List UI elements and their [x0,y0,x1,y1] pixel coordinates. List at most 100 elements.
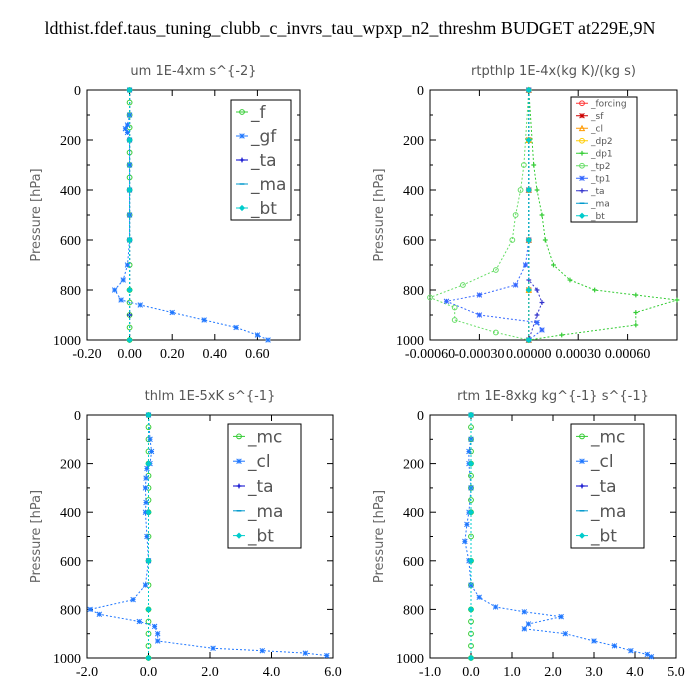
y-tick-label: 200 [403,458,424,473]
data-point [443,298,450,305]
legend-label: _forcing [590,99,627,109]
page-title: ldthist.fdef.taus_tuning_clubb_c_invrs_t… [44,18,655,38]
data-point [145,654,152,662]
series_bt [467,411,475,662]
data-point [628,647,634,654]
panel-1: um 1E-4xm s^{-2} Pressure [hPa] 0 200 400 600… [29,64,301,362]
data-point [126,186,133,194]
data-point [492,329,499,336]
y-tick-label: 0 [417,409,424,424]
data-point [467,411,475,419]
data-point [534,287,540,293]
panel-title: thlm 1E-5xK s^{-1} [145,389,276,404]
legend-marker [239,109,245,115]
x-tick-label: 4.0 [263,665,281,680]
data-point [567,277,573,283]
data-point [531,162,537,168]
data-point [145,509,152,516]
legend-marker [578,212,586,219]
data-point [118,297,124,303]
legend-label: _ma [590,502,626,522]
data-point [467,460,475,467]
data-point [525,621,532,627]
x-tick-label: 1.0 [503,665,521,680]
data-point [124,122,131,128]
legend-label: _gf [250,127,277,147]
y-tick-label: 800 [403,603,424,618]
legend: _mc _cl _ta _ma _bt [570,423,645,549]
data-point [144,533,150,540]
y-tick-label: 1000 [396,334,424,349]
x-tick-label: 0.60 [245,347,270,362]
legend-marker [236,483,242,489]
y-tick-label: 200 [60,458,81,473]
data-point [96,611,103,618]
data-point [467,654,475,662]
data-point [302,650,309,656]
data-point [142,485,149,491]
data-point [111,287,118,293]
x-tick-label: 2.0 [544,665,562,680]
legend-label: _ta [247,477,274,497]
legend-label: _tp1 [590,174,610,184]
legend-marker [236,458,242,464]
legend-label: _mc [247,427,282,447]
y-tick-label: 800 [60,284,81,299]
data-point [151,623,158,630]
x-tick-label: 2.0 [201,665,219,680]
data-point [124,262,131,268]
data-point [521,609,528,615]
data-point [259,647,266,654]
legend-marker [578,532,586,539]
data-point [512,282,519,288]
data-point [467,606,475,613]
legend-label: _bt [590,527,617,547]
data-point [633,292,639,298]
data-point [468,533,474,540]
data-point [551,262,556,268]
data-point [611,643,618,649]
series_bt [145,411,152,662]
data-point [633,310,639,315]
y-tick-label: 400 [403,184,424,199]
legend-marker [579,150,585,156]
data-point [558,613,564,620]
legend-label: _cl [247,452,271,472]
panel-2: rtpthlp 1E-4x(kg K)/(kg s) Pressure [hPa]… [372,64,680,362]
data-point [525,86,532,94]
x-tick-label: 0.00 [117,347,142,362]
plot-frame [429,89,678,341]
data-point [154,638,161,644]
data-point [644,651,651,658]
legend-marker [238,204,246,212]
series_bt [525,86,532,344]
data-point [562,630,569,637]
data-point [542,237,548,243]
data-point [126,236,133,244]
data-point [126,99,133,106]
y-axis-label: Pressure [hPa] [372,168,387,261]
series_bt [126,86,133,344]
data-point [539,327,545,333]
legend-label: _ma [247,502,283,522]
series-line [444,90,543,341]
data-point [539,300,545,305]
y-tick-label: 600 [403,555,424,570]
data-point [136,618,143,625]
panel-4: rtm 1E-8xkg kg^{-1} s^{-1} Pressure [hPa]… [372,389,685,680]
y-tick-label: 800 [403,284,424,299]
data-point [126,324,133,331]
legend-label: _bt [247,527,274,547]
legend-label: _bt [250,199,277,219]
data-point [120,277,126,283]
data-point [148,448,155,455]
x-tick-label: -2.0 [76,665,98,680]
data-point [591,638,597,644]
data-point [468,497,474,503]
legend: _forcing _sf _cl _dp2 _dp1 _tp2 _tp1 _ta _ma _bt [570,96,638,223]
y-tick-label: 1000 [53,652,81,667]
data-point [460,282,466,288]
data-point [492,267,499,273]
data-point [265,337,271,343]
data-point [648,654,655,660]
